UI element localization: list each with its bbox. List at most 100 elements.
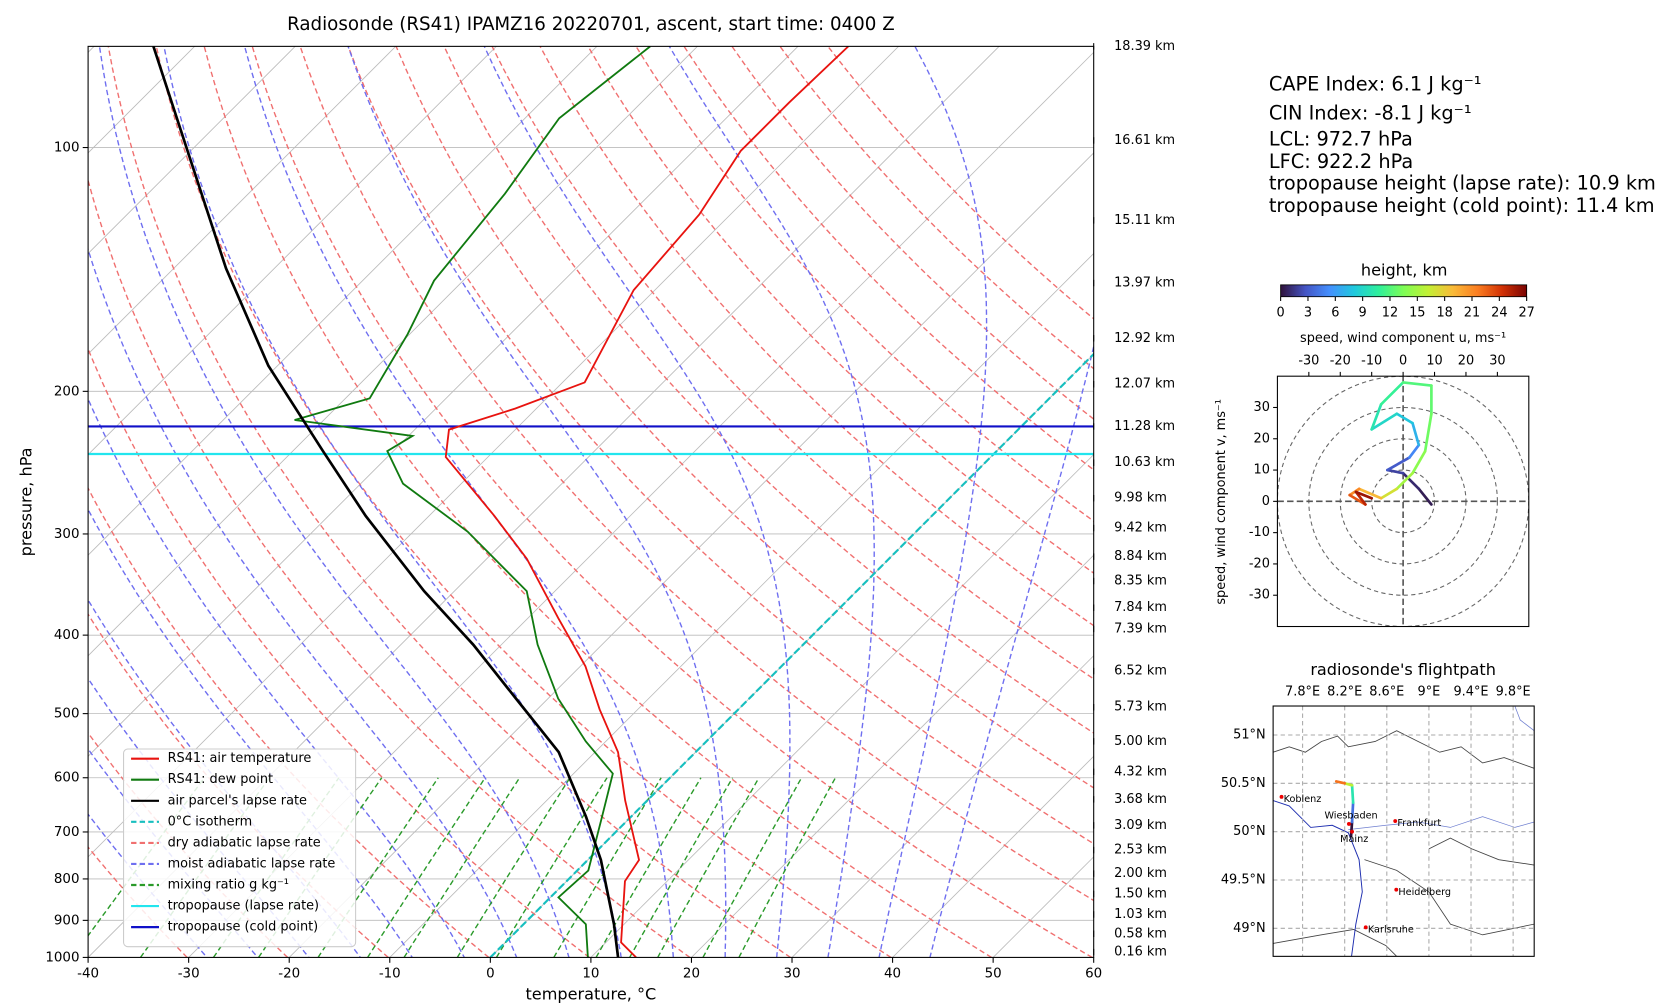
index-text: LCL: 972.7 hPa	[1269, 127, 1413, 150]
height-label: 12.07 km	[1114, 377, 1175, 392]
height-label: 0.16 km	[1114, 945, 1167, 960]
height-label: 9.98 km	[1114, 491, 1167, 506]
city-marker	[1350, 829, 1355, 834]
height-label: 8.84 km	[1114, 549, 1167, 564]
dry-adiabat	[635, 46, 1094, 522]
x-tick-label: 10	[1426, 354, 1442, 369]
index-text: LFC: 922.2 hPa	[1269, 150, 1413, 173]
mixing-ratio-line	[403, 777, 521, 958]
index-text: tropopause height (cold point): 11.4 km	[1269, 194, 1655, 217]
legend-label: moist adiabatic lapse rate	[168, 856, 336, 871]
isotherm	[892, 755, 1094, 958]
height-label: 18.39 km	[1114, 39, 1175, 54]
y-tick-label: 600	[54, 771, 80, 786]
legend-label: mixing ratio g kg⁻¹	[168, 878, 289, 893]
x-tick-label: 50	[985, 967, 1002, 982]
x-tick-label: -20	[278, 967, 300, 982]
y-tick-label: 700	[54, 825, 80, 840]
moist-adiabat	[98, 46, 570, 958]
mixing-ratio-line	[456, 777, 571, 958]
city-marker	[1394, 887, 1399, 892]
height-label: 16.61 km	[1114, 133, 1175, 148]
isotherm	[88, 46, 598, 556]
legend-label: air parcel's lapse rate	[168, 793, 307, 808]
y-tick-label: 500	[54, 707, 80, 722]
hodograph-segment	[1354, 490, 1367, 506]
x-tick-label: -30	[1298, 354, 1319, 369]
height-label: 11.28 km	[1114, 419, 1175, 434]
dry-adiabat	[107, 46, 791, 958]
height-label: 4.32 km	[1114, 764, 1167, 779]
dry-adiabat	[299, 46, 1094, 902]
colorbar-tick-label: 15	[1409, 305, 1425, 320]
hodograph-segment	[1354, 490, 1374, 500]
legend-label: 0°C isotherm	[168, 814, 253, 829]
city-label: Karlsruhe	[1368, 924, 1414, 935]
mixing-ratio-line	[367, 777, 486, 958]
city-label: Mainz	[1340, 834, 1368, 845]
legend: RS41: air temperature RS41: dew point air …	[123, 748, 357, 948]
isotherm	[791, 655, 1094, 958]
x-tick-label: 9°E	[1418, 685, 1441, 700]
moist-adiabat	[483, 46, 791, 958]
hodograph-segment	[1370, 403, 1383, 431]
x-tick-label: 8.2°E	[1327, 685, 1362, 700]
y-tick-label: 800	[54, 872, 80, 887]
mixing-ratio-line	[657, 777, 760, 958]
x-tick-label: 8.6°E	[1369, 685, 1404, 700]
dry-adiabat	[683, 46, 1094, 471]
x-axis-label: temperature, °C	[525, 985, 656, 1004]
index-text: CIN Index: -8.1 J kg⁻¹	[1269, 102, 1472, 125]
isotherm	[88, 46, 698, 657]
y-tick-label: 900	[54, 913, 80, 928]
height-label: 15.11 km	[1114, 213, 1175, 228]
isotherm	[88, 46, 296, 255]
y-tick-label: 20	[1254, 431, 1270, 446]
flightpath-segment	[1350, 783, 1355, 805]
hodograph: -30 -20 -10 0 10 20 30 -30 -20 -10 0 10 20 30 speed, w…	[1214, 331, 1530, 628]
legend-label: tropopause (cold point)	[168, 920, 319, 935]
moist-adiabat	[88, 247, 518, 958]
y-tick-label: 100	[54, 141, 80, 156]
map-frame	[1272, 705, 1535, 957]
hodograph-segment	[1411, 449, 1427, 475]
isotherm	[88, 46, 95, 53]
y-tick-label: 300	[54, 527, 80, 542]
colorbar-tick-label: 18	[1436, 305, 1452, 320]
hodograph-segment	[1401, 471, 1421, 491]
map-title: radiosonde's flightpath	[1310, 660, 1496, 679]
sounding-line	[152, 46, 620, 958]
moist-adiabat	[243, 46, 675, 958]
height-label: 2.00 km	[1114, 866, 1167, 881]
flightpath-segment	[1349, 820, 1354, 838]
hodograph-segment	[1401, 381, 1433, 387]
x-tick-label: -40	[77, 967, 99, 982]
city-marker	[1346, 821, 1351, 826]
x-tick-label: 9.8°E	[1496, 685, 1531, 700]
dry-adiabat	[395, 46, 1094, 789]
colorbar-tick-label: 12	[1382, 305, 1398, 320]
colorbar-tick-label: 6	[1331, 305, 1339, 320]
colorbar-tick-label: 9	[1359, 305, 1367, 320]
y-tick-label: 49°N	[1233, 921, 1265, 936]
city-label: Koblenz	[1284, 794, 1322, 805]
y-tick-label: 0	[1262, 494, 1270, 509]
height-label: 6.52 km	[1114, 664, 1167, 679]
isotherm	[88, 46, 799, 757]
mixing-ratio-line	[553, 777, 662, 958]
x-tick-label: 7.8°E	[1285, 685, 1320, 700]
index-text: tropopause height (lapse rate): 10.9 km	[1269, 171, 1656, 194]
hodograph-segment	[1386, 468, 1405, 475]
x-axis-label: speed, wind component u, ms⁻¹	[1300, 331, 1506, 346]
x-tick-label: 10	[582, 967, 599, 982]
dry-adiabat	[88, 347, 590, 958]
city-marker	[1363, 925, 1368, 930]
hodograph-segment	[1408, 443, 1421, 459]
map: radiosonde's flightpath 7.8°E 8.2°E 8.6°E 9°…	[1221, 660, 1535, 957]
x-tick-label: 20	[683, 967, 700, 982]
x-tick-label: -10	[1361, 354, 1382, 369]
height-label: 13.97 km	[1114, 276, 1175, 291]
dry-adiabat	[539, 46, 1094, 627]
dry-adiabat	[203, 46, 992, 958]
